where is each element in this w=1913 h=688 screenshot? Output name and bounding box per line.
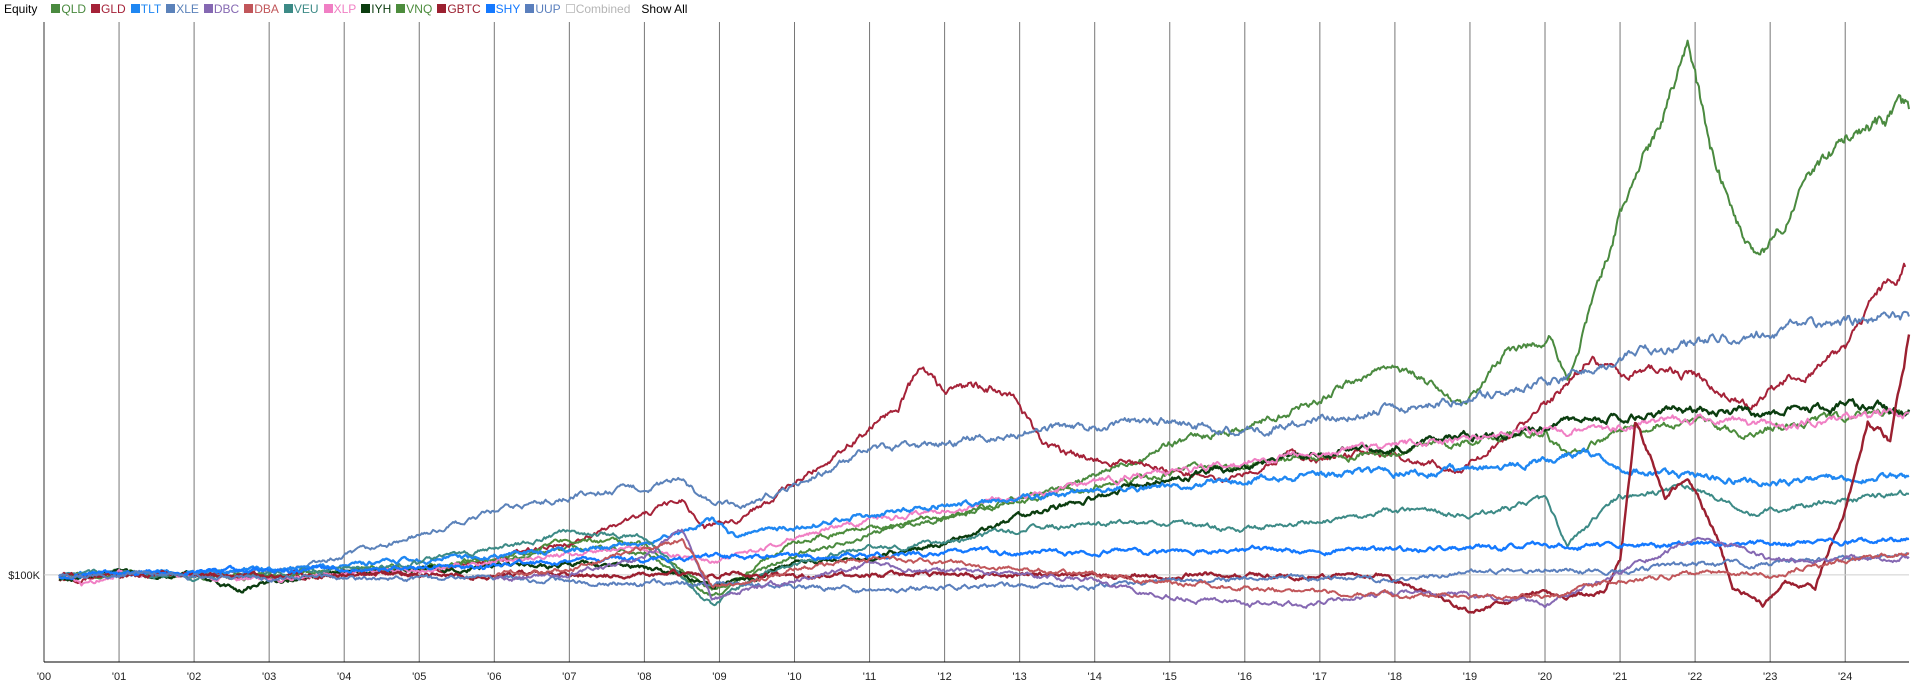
x-tick-label: '10 — [787, 671, 801, 683]
series-line-veu — [58, 483, 1910, 607]
legend-label: VNQ — [406, 1, 433, 16]
x-tick-label: '16 — [1238, 671, 1252, 683]
series-line-xle — [58, 310, 1910, 580]
series-group — [58, 39, 1911, 614]
x-tick-label: '20 — [1538, 671, 1552, 683]
legend-swatch — [323, 4, 333, 14]
legend-item-gbtc[interactable]: GBTC — [437, 1, 481, 16]
y-tick-label: $100K — [8, 570, 40, 582]
axes: '00 '01 '02 '03 '04 '05 '06 '07 '08 '09 '10 '11 '12 '… — [8, 570, 1909, 683]
legend-swatch — [437, 4, 447, 14]
legend-swatch — [396, 4, 406, 14]
legend-label: DBA — [254, 1, 279, 16]
x-tick-label: '00 — [37, 671, 51, 683]
legend-swatch — [361, 4, 371, 14]
legend-label: GBTC — [447, 1, 481, 16]
legend-item-dbc[interactable]: DBC — [203, 1, 240, 16]
x-tick-label: '24 — [1838, 671, 1852, 683]
legend-label: TLT — [140, 1, 162, 16]
legend-label: XLE — [176, 1, 199, 16]
series-line-shy — [58, 536, 1910, 581]
legend-item-xle[interactable]: XLE — [166, 2, 199, 16]
x-tick-label: '11 — [863, 671, 877, 683]
x-tick-label: '18 — [1388, 671, 1402, 683]
legend-swatch — [525, 4, 535, 14]
x-tick-label: '04 — [337, 671, 351, 683]
x-tick-label: '23 — [1763, 671, 1777, 683]
legend-item-tlt[interactable]: TLT — [130, 1, 162, 16]
legend-swatch — [130, 4, 140, 14]
legend-swatch — [91, 4, 101, 14]
x-tick-label: '02 — [187, 671, 201, 683]
x-tick-label: '21 — [1613, 671, 1627, 683]
x-tick-label: '14 — [1088, 671, 1102, 683]
show-all-button[interactable]: Show All — [641, 2, 688, 16]
x-tick-label: '19 — [1463, 671, 1477, 683]
legend-item-iyh[interactable]: IYH — [361, 2, 391, 16]
vertical-grid — [43, 22, 1909, 662]
legend-label: SHY — [495, 1, 521, 16]
series-line-dbc — [493, 528, 1910, 609]
legend-swatch — [51, 4, 61, 14]
legend-swatch — [203, 4, 213, 14]
series-line-gbtc — [58, 334, 1911, 614]
legend-item-shy[interactable]: SHY — [485, 1, 521, 16]
legend-item-veu[interactable]: VEU — [283, 1, 319, 16]
legend-label: DBC — [213, 1, 240, 16]
legend-item-dba[interactable]: DBA — [244, 2, 279, 16]
x-tick-label: '07 — [562, 671, 576, 683]
legend-item-combined[interactable]: Combined — [565, 1, 631, 16]
x-tick-label: '01 — [112, 671, 126, 683]
x-tick-label: '05 — [412, 671, 426, 683]
x-tick-label: '13 — [1012, 671, 1026, 683]
x-tick-label: '22 — [1688, 671, 1702, 683]
legend-swatch — [565, 4, 575, 14]
x-tick-label: '06 — [487, 671, 501, 683]
legend-swatch — [283, 4, 293, 14]
legend-label: QLD — [61, 1, 87, 16]
x-tick-label: '09 — [712, 671, 726, 683]
legend-item-vnq[interactable]: VNQ — [396, 2, 432, 16]
legend-swatch — [485, 4, 495, 14]
x-tick-label: '12 — [937, 671, 951, 683]
x-tick-label: '03 — [262, 671, 276, 683]
legend-label: IYH — [371, 1, 392, 16]
legend-item-gld[interactable]: GLD — [91, 2, 126, 16]
legend-items: QLD GLD TLT XLE DBC DBA VEU XLP IYH VNQ GBTC SHY UUP… — [51, 2, 635, 17]
legend-label: VEU — [293, 1, 319, 16]
legend-label: GLD — [101, 1, 126, 16]
legend-item-qld[interactable]: QLD — [51, 2, 86, 16]
legend-title: Equity — [4, 2, 38, 16]
series-line-dba — [494, 537, 1910, 601]
x-tick-label: '15 — [1163, 671, 1177, 683]
series-line-qld — [58, 39, 1910, 597]
legend-label: UUP — [535, 1, 561, 16]
legend-item-xlp[interactable]: XLP — [323, 1, 357, 16]
series-line-tlt — [58, 447, 1910, 578]
legend-swatch — [166, 4, 176, 14]
legend: Equity QLD GLD TLT XLE DBC DBA VEU XLP IYH VNQ GBT… — [4, 1, 687, 17]
legend-label: XLP — [333, 1, 357, 16]
x-tick-label: '17 — [1313, 671, 1327, 683]
x-tick-label: '08 — [637, 671, 651, 683]
legend-label: Combined — [575, 1, 631, 16]
series-line-uup — [58, 552, 1909, 594]
legend-item-uup[interactable]: UUP — [525, 1, 561, 16]
legend-swatch — [244, 4, 254, 14]
